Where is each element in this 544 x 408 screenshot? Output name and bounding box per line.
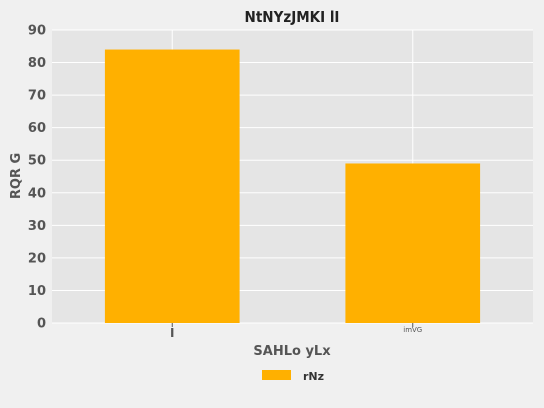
y-tick-label: 50 bbox=[28, 154, 46, 169]
x-tick-label: I bbox=[170, 326, 174, 340]
chart-title: NtNYzJMKI lI bbox=[245, 8, 340, 26]
bar-imVG bbox=[345, 163, 481, 323]
x-tick-label: imVG bbox=[403, 326, 422, 334]
legend-swatch bbox=[262, 370, 291, 380]
y-tick-label: 60 bbox=[28, 121, 46, 136]
y-axis-label: RQR G bbox=[9, 153, 24, 199]
y-tick-label: 30 bbox=[28, 219, 46, 234]
legend-label: rNz bbox=[303, 370, 324, 383]
bars bbox=[104, 49, 481, 324]
y-tick-label: 70 bbox=[28, 89, 46, 104]
y-tick-label: 90 bbox=[28, 24, 46, 39]
y-tick-label: 10 bbox=[28, 284, 46, 299]
y-tick-label: 80 bbox=[28, 56, 46, 71]
y-axis-ticks: 0 10 20 30 40 50 60 70 80 90 bbox=[28, 24, 46, 332]
y-tick-label: 20 bbox=[28, 251, 46, 266]
y-tick-label: 40 bbox=[28, 186, 46, 201]
x-axis-label: SAHLo yLx bbox=[253, 344, 331, 359]
y-tick-label: 0 bbox=[37, 317, 46, 332]
bar-I bbox=[104, 49, 240, 324]
legend: rNz bbox=[262, 370, 324, 383]
